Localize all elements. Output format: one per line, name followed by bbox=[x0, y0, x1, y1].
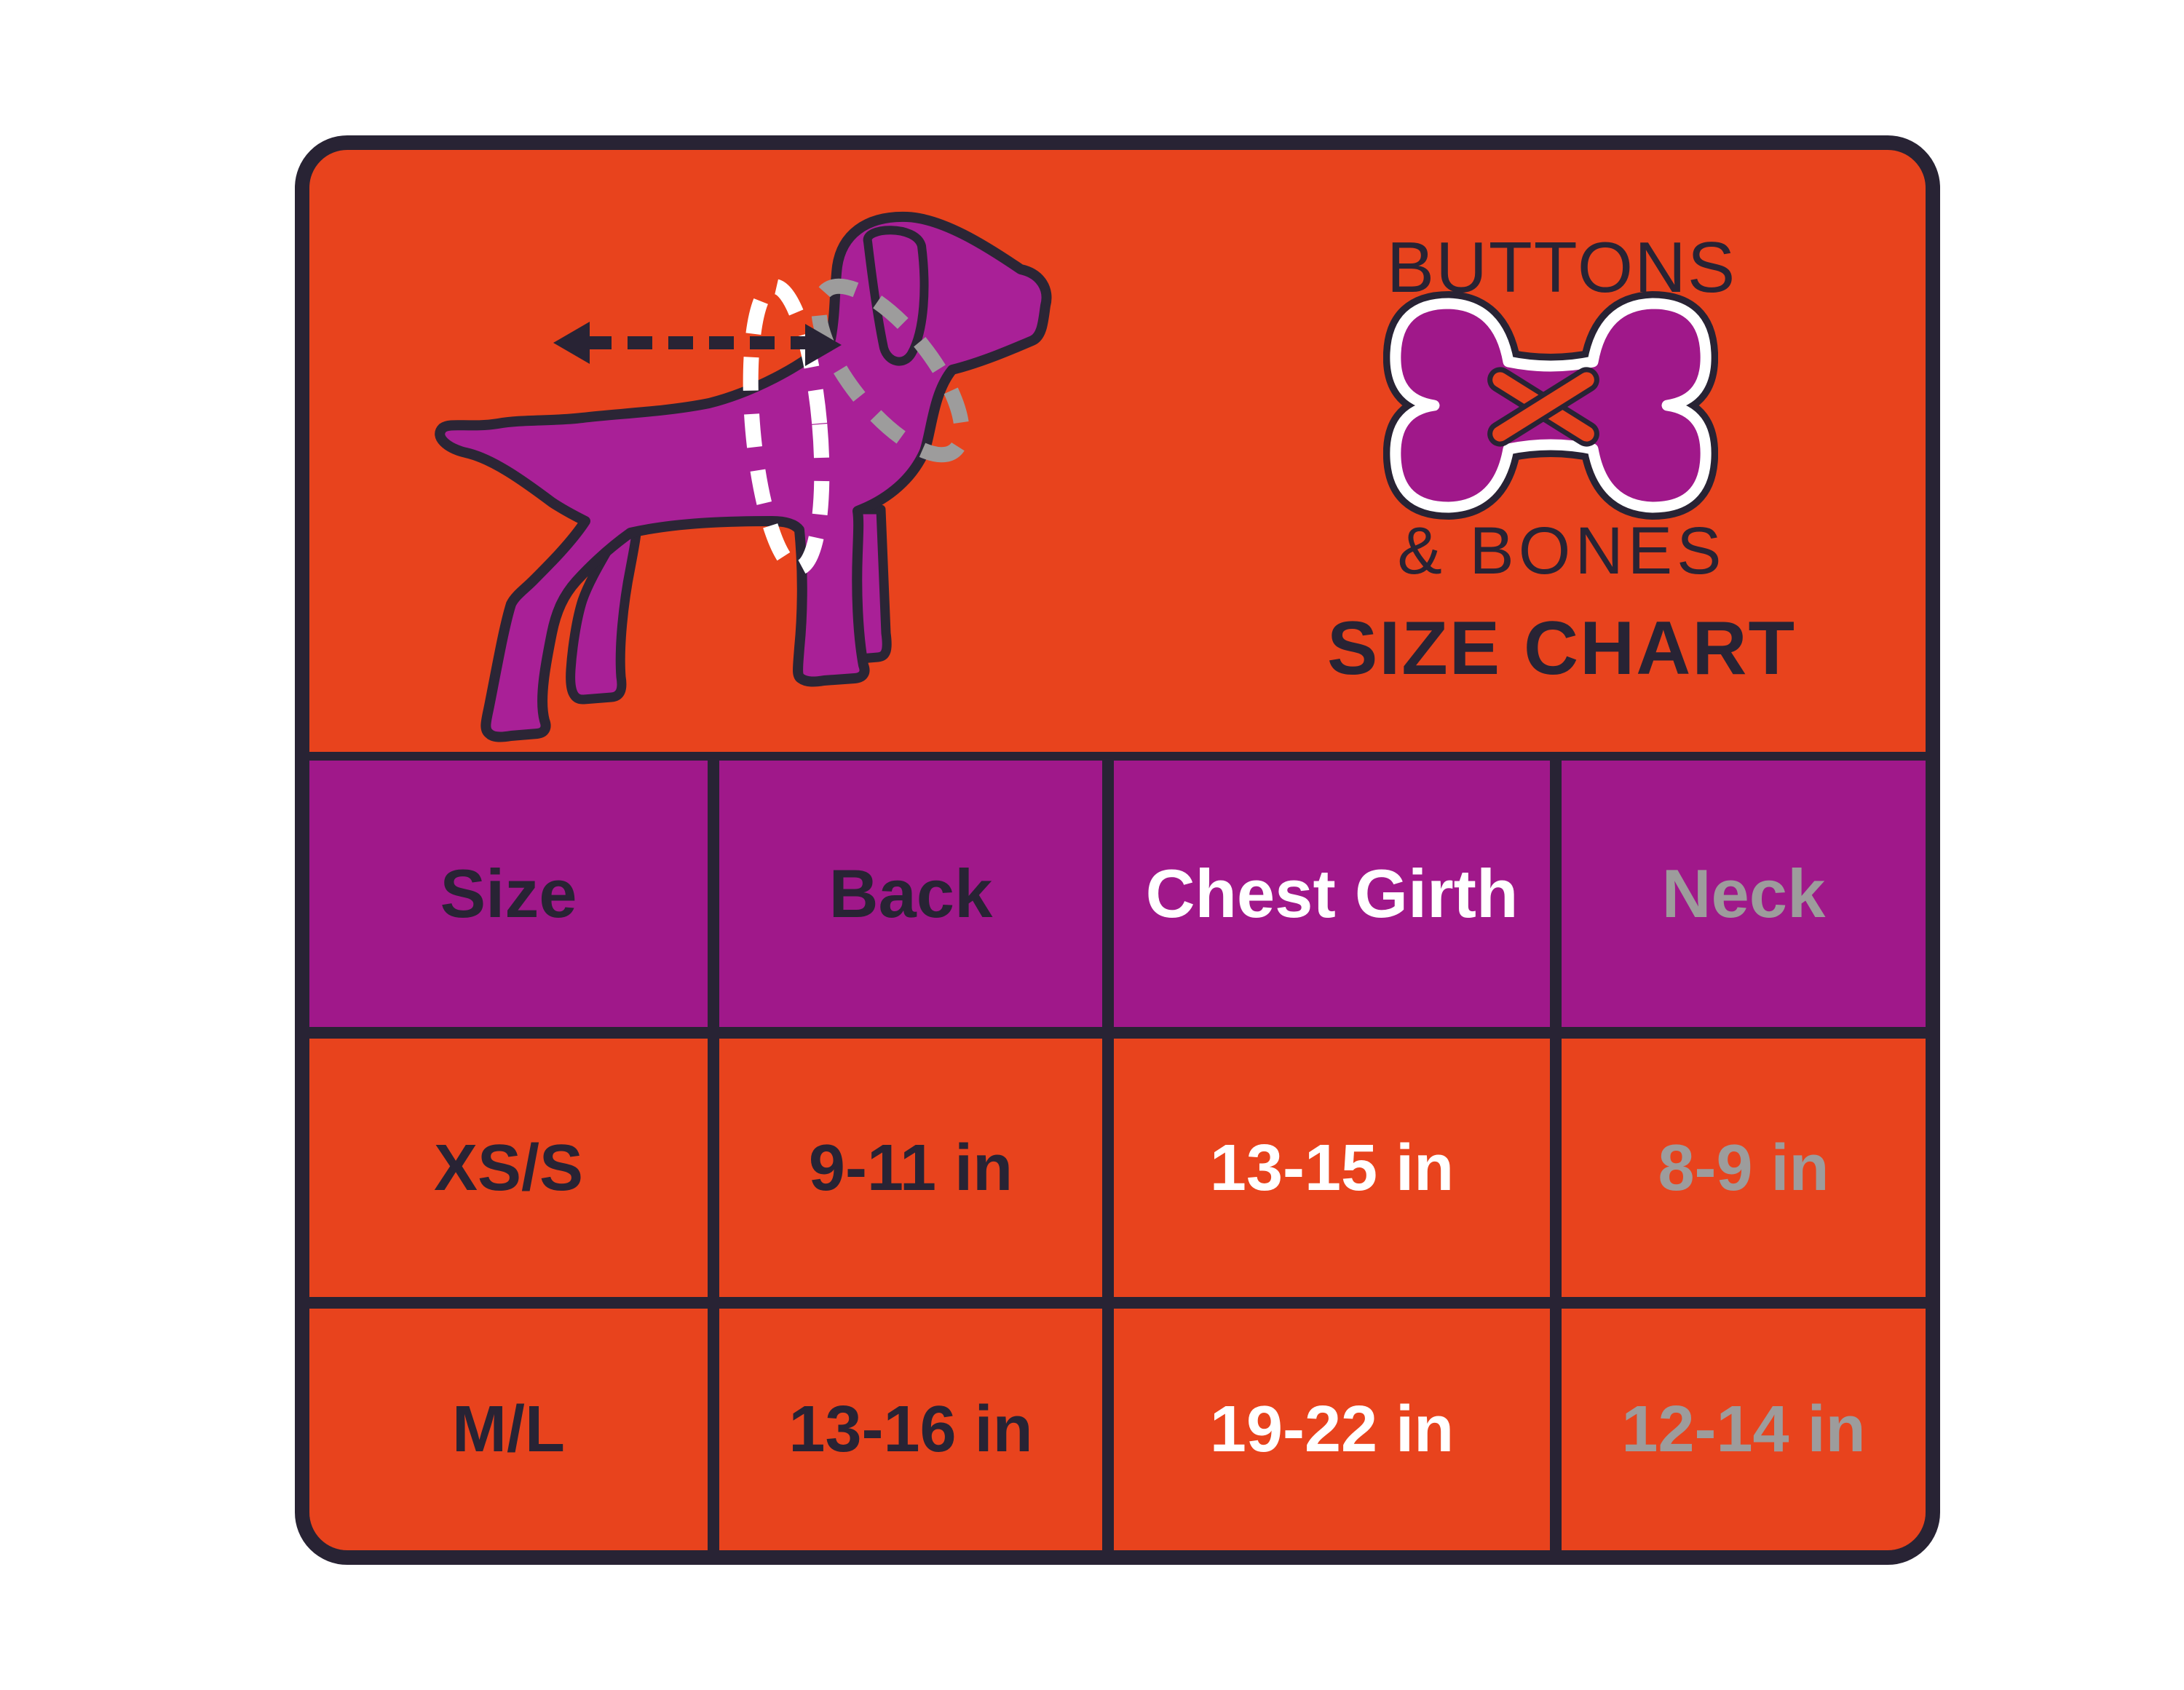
header-neck: Neck bbox=[1562, 761, 1926, 1027]
row-xss-size: XS/S bbox=[309, 1039, 708, 1297]
row-xss-chest: 13-15 in bbox=[1114, 1039, 1550, 1297]
row-ml-neck: 12-14 in bbox=[1562, 1309, 1926, 1550]
neck-girth-ellipse-icon bbox=[811, 278, 970, 463]
row-ml-back: 13-16 in bbox=[719, 1309, 1102, 1550]
row-xss-back: 9-11 in bbox=[719, 1039, 1102, 1297]
row-ml-chest: 19-22 in bbox=[1114, 1309, 1550, 1550]
row-xss-neck: 8-9 in bbox=[1562, 1039, 1926, 1297]
dog-far-legs-icon bbox=[566, 504, 892, 705]
page-title: SIZE CHART bbox=[1327, 606, 1796, 691]
hero-section: BUTTONS & BONES SIZE CHART bbox=[309, 150, 1926, 752]
brand-block: BUTTONS & BONES SIZE CHART bbox=[1321, 150, 1802, 752]
size-table: Size Back Chest Girth Neck XS/S 9-11 in … bbox=[309, 752, 1926, 1550]
bone-logo-icon bbox=[1383, 291, 1718, 520]
header-back: Back bbox=[719, 761, 1102, 1027]
brand-wordmark-bottom: & BONES bbox=[1397, 514, 1726, 588]
brand-wordmark-top: BUTTONS bbox=[1386, 227, 1737, 307]
size-chart-card: BUTTONS & BONES SIZE CHART Size bbox=[295, 135, 1940, 1565]
header-chest-girth: Chest Girth bbox=[1114, 761, 1550, 1027]
chest-girth-ellipse-icon bbox=[743, 279, 830, 576]
dog-icon bbox=[435, 211, 1052, 742]
button-stitch-icon bbox=[1487, 367, 1599, 447]
header-size: Size bbox=[309, 761, 708, 1027]
dog-measurement-diagram bbox=[435, 211, 1052, 742]
row-ml-size: M/L bbox=[309, 1309, 708, 1550]
back-length-arrow-icon bbox=[553, 322, 842, 366]
